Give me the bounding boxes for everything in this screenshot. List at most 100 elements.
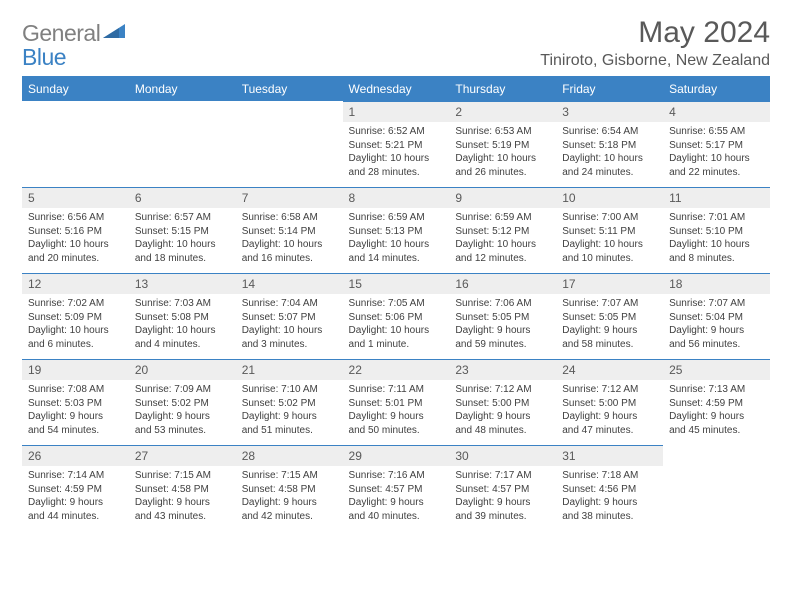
sunset-text: Sunset: 5:08 PM — [135, 311, 230, 325]
sunset-text: Sunset: 5:00 PM — [562, 397, 657, 411]
calendar-cell — [663, 445, 770, 531]
sunrise-text: Sunrise: 6:59 AM — [455, 211, 550, 225]
daylight2-text: and 20 minutes. — [28, 252, 123, 266]
calendar-cell: 2 Sunrise: 6:53 AMSunset: 5:19 PMDaylight… — [449, 101, 556, 187]
sunrise-text: Sunrise: 7:17 AM — [455, 469, 550, 483]
day-details: Sunrise: 7:08 AMSunset: 5:03 PMDaylight:… — [22, 380, 129, 441]
header-right: May 2024 Tiniroto, Gisborne, New Zealand — [540, 16, 770, 70]
daylight1-text: Daylight: 10 hours — [242, 238, 337, 252]
daylight2-text: and 8 minutes. — [669, 252, 764, 266]
day-header: Wednesday — [343, 77, 450, 101]
day-number: 27 — [129, 445, 236, 466]
sunset-text: Sunset: 5:00 PM — [455, 397, 550, 411]
day-number: 3 — [556, 101, 663, 122]
daylight2-text: and 50 minutes. — [349, 424, 444, 438]
calendar-cell: 1Sunrise: 6:52 AMSunset: 5:21 PMDaylight… — [343, 101, 450, 187]
sunrise-text: Sunrise: 7:09 AM — [135, 383, 230, 397]
day-number: 5 — [22, 187, 129, 208]
calendar-cell: 7Sunrise: 6:58 AMSunset: 5:14 PMDaylight… — [236, 187, 343, 273]
day-details: Sunrise: 6:57 AMSunset: 5:15 PMDaylight:… — [129, 208, 236, 269]
sunrise-text: Sunrise: 7:11 AM — [349, 383, 444, 397]
day-details: Sunrise: 7:01 AMSunset: 5:10 PMDaylight:… — [663, 208, 770, 269]
calendar-table: Sunday Monday Tuesday Wednesday Thursday… — [22, 77, 770, 531]
daylight2-text: and 48 minutes. — [455, 424, 550, 438]
calendar-cell: 28Sunrise: 7:15 AMSunset: 4:58 PMDayligh… — [236, 445, 343, 531]
daylight1-text: Daylight: 9 hours — [562, 410, 657, 424]
daylight2-text: and 12 minutes. — [455, 252, 550, 266]
daylight1-text: Daylight: 9 hours — [669, 410, 764, 424]
sunset-text: Sunset: 5:18 PM — [562, 139, 657, 153]
sunset-text: Sunset: 5:03 PM — [28, 397, 123, 411]
sunrise-text: Sunrise: 6:53 AM — [455, 125, 550, 139]
calendar-cell: 30Sunrise: 7:17 AMSunset: 4:57 PMDayligh… — [449, 445, 556, 531]
sunrise-text: Sunrise: 7:13 AM — [669, 383, 764, 397]
sunrise-text: Sunrise: 6:55 AM — [669, 125, 764, 139]
sunset-text: Sunset: 4:58 PM — [242, 483, 337, 497]
day-number: 13 — [129, 273, 236, 294]
daylight1-text: Daylight: 9 hours — [562, 324, 657, 338]
sunset-text: Sunset: 5:13 PM — [349, 225, 444, 239]
sunset-text: Sunset: 5:07 PM — [242, 311, 337, 325]
sunset-text: Sunset: 5:14 PM — [242, 225, 337, 239]
calendar-cell: 6Sunrise: 6:57 AMSunset: 5:15 PMDaylight… — [129, 187, 236, 273]
sunset-text: Sunset: 5:19 PM — [455, 139, 550, 153]
day-number: 4 — [663, 101, 770, 122]
sunset-text: Sunset: 5:10 PM — [669, 225, 764, 239]
day-number: 21 — [236, 359, 343, 380]
daylight1-text: Daylight: 10 hours — [135, 238, 230, 252]
daylight2-text: and 58 minutes. — [562, 338, 657, 352]
day-details: Sunrise: 7:10 AMSunset: 5:02 PMDaylight:… — [236, 380, 343, 441]
day-details: Sunrise: 7:14 AMSunset: 4:59 PMDaylight:… — [22, 466, 129, 527]
day-details: Sunrise: 7:16 AMSunset: 4:57 PMDaylight:… — [343, 466, 450, 527]
calendar-cell: 19Sunrise: 7:08 AMSunset: 5:03 PMDayligh… — [22, 359, 129, 445]
daylight2-text: and 6 minutes. — [28, 338, 123, 352]
sunrise-text: Sunrise: 7:01 AM — [669, 211, 764, 225]
daylight1-text: Daylight: 9 hours — [242, 410, 337, 424]
daylight1-text: Daylight: 10 hours — [28, 324, 123, 338]
sunrise-text: Sunrise: 7:16 AM — [349, 469, 444, 483]
day-details: Sunrise: 6:59 AMSunset: 5:13 PMDaylight:… — [343, 208, 450, 269]
daylight2-text: and 1 minute. — [349, 338, 444, 352]
daylight1-text: Daylight: 9 hours — [349, 410, 444, 424]
calendar-cell: 27Sunrise: 7:15 AMSunset: 4:58 PMDayligh… — [129, 445, 236, 531]
sunset-text: Sunset: 4:57 PM — [349, 483, 444, 497]
daylight2-text: and 18 minutes. — [135, 252, 230, 266]
daylight1-text: Daylight: 9 hours — [669, 324, 764, 338]
sunset-text: Sunset: 5:05 PM — [562, 311, 657, 325]
calendar-cell: 24Sunrise: 7:12 AMSunset: 5:00 PMDayligh… — [556, 359, 663, 445]
sunrise-text: Sunrise: 7:08 AM — [28, 383, 123, 397]
sunrise-text: Sunrise: 7:18 AM — [562, 469, 657, 483]
sunset-text: Sunset: 5:02 PM — [242, 397, 337, 411]
sunrise-text: Sunrise: 7:07 AM — [669, 297, 764, 311]
sunrise-text: Sunrise: 6:57 AM — [135, 211, 230, 225]
daylight1-text: Daylight: 9 hours — [455, 324, 550, 338]
sunrise-text: Sunrise: 7:10 AM — [242, 383, 337, 397]
calendar-cell: 23Sunrise: 7:12 AMSunset: 5:00 PMDayligh… — [449, 359, 556, 445]
daylight1-text: Daylight: 9 hours — [28, 410, 123, 424]
daylight1-text: Daylight: 10 hours — [28, 238, 123, 252]
daylight2-text: and 22 minutes. — [669, 166, 764, 180]
day-details: Sunrise: 7:05 AMSunset: 5:06 PMDaylight:… — [343, 294, 450, 355]
sunset-text: Sunset: 5:11 PM — [562, 225, 657, 239]
sunset-text: Sunset: 4:56 PM — [562, 483, 657, 497]
daylight2-text: and 3 minutes. — [242, 338, 337, 352]
daylight2-text: and 44 minutes. — [28, 510, 123, 524]
daylight1-text: Daylight: 10 hours — [349, 152, 444, 166]
daylight1-text: Daylight: 10 hours — [669, 152, 764, 166]
calendar-cell — [22, 101, 129, 187]
calendar-head: Sunday Monday Tuesday Wednesday Thursday… — [22, 77, 770, 101]
daylight1-text: Daylight: 10 hours — [455, 152, 550, 166]
day-details: Sunrise: 7:18 AMSunset: 4:56 PMDaylight:… — [556, 466, 663, 527]
day-details: Sunrise: 7:11 AMSunset: 5:01 PMDaylight:… — [343, 380, 450, 441]
sunrise-text: Sunrise: 7:12 AM — [455, 383, 550, 397]
calendar-cell: 11Sunrise: 7:01 AMSunset: 5:10 PMDayligh… — [663, 187, 770, 273]
day-number: 28 — [236, 445, 343, 466]
day-details: Sunrise: 6:56 AMSunset: 5:16 PMDaylight:… — [22, 208, 129, 269]
sunrise-text: Sunrise: 7:07 AM — [562, 297, 657, 311]
daylight1-text: Daylight: 10 hours — [455, 238, 550, 252]
sunrise-text: Sunrise: 6:52 AM — [349, 125, 444, 139]
calendar-cell: 17Sunrise: 7:07 AMSunset: 5:05 PMDayligh… — [556, 273, 663, 359]
sunrise-text: Sunrise: 7:00 AM — [562, 211, 657, 225]
day-number: 2 — [449, 101, 556, 122]
calendar-cell: 31Sunrise: 7:18 AMSunset: 4:56 PMDayligh… — [556, 445, 663, 531]
